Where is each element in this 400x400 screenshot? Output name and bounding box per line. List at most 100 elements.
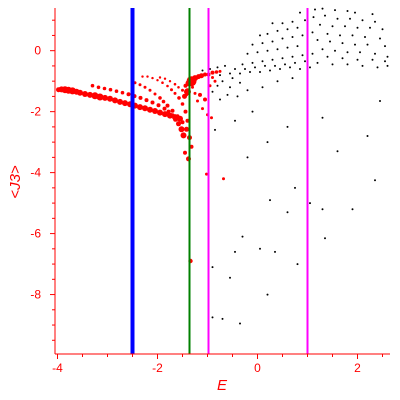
black-point-127 [269,199,271,202]
red-point-76 [181,88,184,92]
black-point-131 [286,211,289,214]
black-point-45 [366,43,369,46]
black-point-128 [309,202,311,205]
red-point-67 [177,96,181,100]
black-point-77 [264,64,266,67]
black-point-29 [311,31,314,34]
black-point-79 [244,68,246,70]
red-point-69 [183,109,188,114]
black-point-110 [246,89,249,92]
black-point-35 [301,34,304,37]
red-point-66 [173,91,177,95]
black-point-26 [276,29,279,32]
red-point-38 [156,103,161,108]
black-point-51 [266,49,269,52]
red-point-47 [138,83,142,87]
black-point-53 [246,52,249,55]
red-point-62 [156,79,159,82]
x-tick-label-2: 0 [254,361,261,375]
black-point-73 [304,60,306,63]
black-point-8 [312,16,315,19]
y-axis-label: <J3> [7,165,24,199]
axes [54,8,390,355]
red-point-48 [143,85,147,89]
red-point-27 [90,83,95,88]
black-point-85 [346,63,349,66]
black-point-122 [266,141,269,144]
red-point-97 [198,92,202,97]
black-point-70 [356,58,359,61]
black-point-22 [369,26,371,29]
red-point-12 [107,95,113,102]
red-point-85 [210,70,215,75]
red-point-21 [152,108,158,114]
black-point-55 [334,49,336,52]
red-point-52 [161,99,166,104]
black-point-19 [331,25,334,28]
red-point-29 [102,86,107,91]
red-point-32 [120,90,125,95]
red-point-83 [203,72,207,77]
black-point-17 [271,22,274,25]
black-point-14 [304,19,306,22]
black-point-115 [234,119,236,122]
black-point-84 [331,63,334,66]
red-point-53 [165,103,170,108]
black-point-112 [276,80,279,83]
black-point-135 [234,250,236,253]
black-point-95 [229,72,231,75]
red-point-73 [168,80,172,83]
red-point-7 [82,91,88,97]
black-point-134 [259,247,261,250]
black-point-27 [266,32,269,35]
black-point-21 [356,26,359,29]
red-point-106 [213,79,217,83]
x-axis-label: E [217,377,228,394]
black-point-105 [216,84,219,87]
black-point-101 [231,77,234,80]
red-point-75 [177,86,180,89]
black-point-91 [269,69,271,72]
black-point-141 [211,316,214,319]
black-point-61 [301,54,304,57]
black-point-30 [326,32,329,35]
red-point-11 [102,94,108,101]
black-point-72 [384,60,386,63]
red-point-10 [96,93,104,101]
red-point-102 [205,172,208,176]
black-point-57 [359,51,361,54]
black-point-130 [351,208,354,211]
black-point-94 [239,72,241,75]
red-point-23 [162,111,168,118]
black-point-59 [386,55,389,58]
black-point-106 [211,90,214,93]
black-point-9 [324,14,326,17]
red-point-57 [184,126,189,132]
black-point-111 [261,86,264,89]
black-point-28 [259,34,261,37]
black-point-13 [374,20,376,23]
black-point-1 [321,7,324,10]
black-point-142 [221,317,224,320]
y-tick-label-4: -8 [30,288,41,302]
black-point-121 [366,135,369,137]
black-point-5 [371,13,374,16]
black-point-126 [294,186,296,189]
black-point-129 [321,208,324,211]
red-point-19 [142,105,148,112]
red-point-87 [218,69,222,73]
black-point-114 [214,128,216,131]
red-point-43 [176,121,181,127]
black-point-63 [281,57,284,60]
plot-marks [56,7,389,325]
black-point-78 [254,66,256,69]
black-point-43 [341,42,344,45]
black-point-54 [321,48,324,51]
black-point-48 [296,45,299,48]
black-point-7 [299,11,301,14]
black-point-18 [319,23,321,26]
black-point-116 [251,110,254,113]
black-point-31 [339,34,341,37]
black-point-66 [251,61,254,64]
